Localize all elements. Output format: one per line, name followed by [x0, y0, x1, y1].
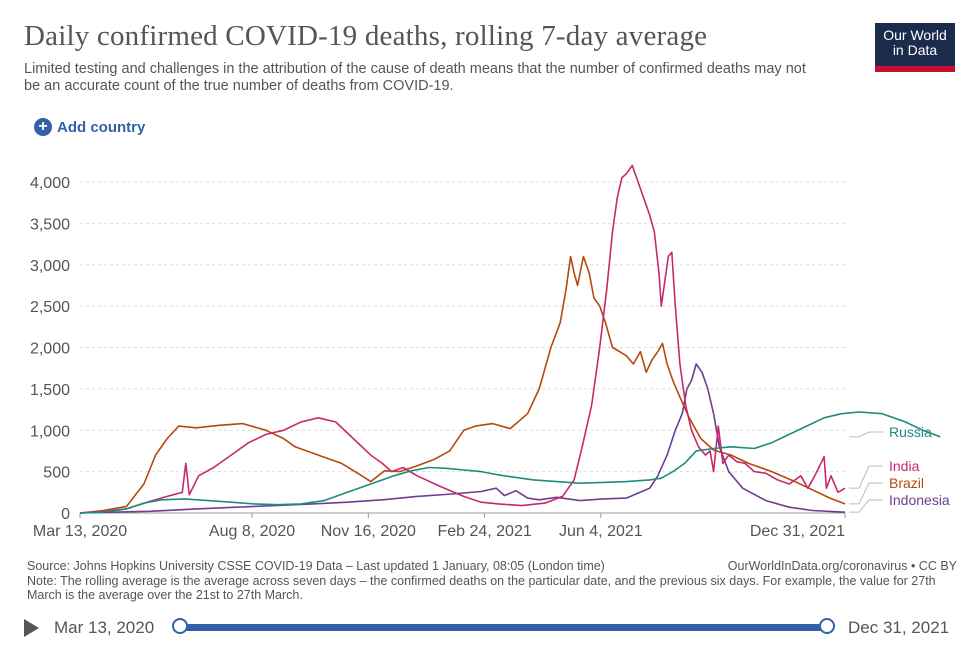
y-tick-label: 500 [43, 465, 70, 482]
y-tick-label: 3,500 [30, 216, 70, 233]
timeline-end-handle[interactable] [819, 618, 835, 634]
logo-line1: Our World [883, 27, 947, 43]
y-tick-label: 4,000 [30, 175, 70, 192]
logo-bar [875, 66, 955, 72]
legend-connector [849, 431, 883, 438]
timeline-start-handle[interactable] [172, 618, 188, 634]
x-tick-label: Jun 4, 2021 [559, 523, 643, 540]
x-tick-label: Feb 24, 2021 [437, 523, 531, 540]
x-tick-label: Dec 31, 2021 [750, 523, 845, 540]
y-tick-label: 1,000 [30, 423, 70, 440]
timeline-track[interactable] [184, 624, 828, 631]
x-axis: Mar 13, 2020 Aug 8, 2020 Nov 16, 2020 Feb 2… [33, 513, 846, 540]
plus-circle-icon: + [34, 118, 52, 136]
timeline-start-label: Mar 13, 2020 [54, 618, 155, 637]
add-country-button[interactable]: + Add country [34, 118, 145, 136]
series-line-russia[interactable] [79, 411, 941, 514]
legend-connector [849, 482, 883, 505]
legend-label-brazil[interactable]: Brazil [889, 475, 924, 491]
owid-logo[interactable]: Our World in Data [875, 23, 955, 72]
logo-line2: in Data [892, 42, 938, 58]
y-tick-label: 2,500 [30, 299, 70, 316]
x-tick-label: Nov 16, 2020 [321, 523, 416, 540]
y-tick-label: 2,000 [30, 341, 70, 358]
legend-connector [849, 465, 883, 489]
legend-label-india[interactable]: India [889, 458, 920, 474]
legend-label-russia[interactable]: Russia [889, 424, 932, 440]
timeline-end-label: Dec 31, 2021 [848, 618, 950, 637]
add-country-label: Add country [57, 118, 146, 136]
x-tick-label: Mar 13, 2020 [33, 523, 127, 540]
y-axis: 0 500 1,000 1,500 2,000 2,500 3,000 3,500 4,000 [30, 175, 70, 523]
chart-subtitle: Limited testing and challenges in the at… [24, 61, 806, 94]
series-lines [79, 164, 941, 514]
footer: Source: Johns Hopkins University CSSE CO… [27, 559, 957, 603]
play-icon[interactable] [24, 619, 39, 637]
credit-link[interactable]: OurWorldInData.org/coronavirus • CC BY [727, 559, 957, 573]
legend-label-indonesia[interactable]: Indonesia [889, 492, 950, 508]
y-tick-label: 1,500 [30, 382, 70, 399]
series-line-brazil[interactable] [79, 255, 846, 514]
series-line-indonesia[interactable] [79, 363, 846, 514]
line-chart: 05001,0001,5002,0002,5003,0003,5004,000 … [30, 164, 950, 540]
y-tick-label: 3,000 [30, 258, 70, 275]
x-tick-label: Aug 8, 2020 [209, 523, 295, 540]
timeline: Mar 13, 2020 Dec 31, 2021 [24, 614, 959, 642]
y-tick-label: 0 [61, 506, 70, 523]
source-text: Source: Johns Hopkins University CSSE CO… [27, 559, 605, 573]
chart-title: Daily confirmed COVID-19 deaths, rolling… [24, 20, 708, 52]
series-line-india[interactable] [79, 164, 846, 514]
gridlines [80, 181, 845, 514]
note-text: Note: The rolling average is the average… [27, 573, 936, 603]
legend-connector [849, 499, 883, 513]
